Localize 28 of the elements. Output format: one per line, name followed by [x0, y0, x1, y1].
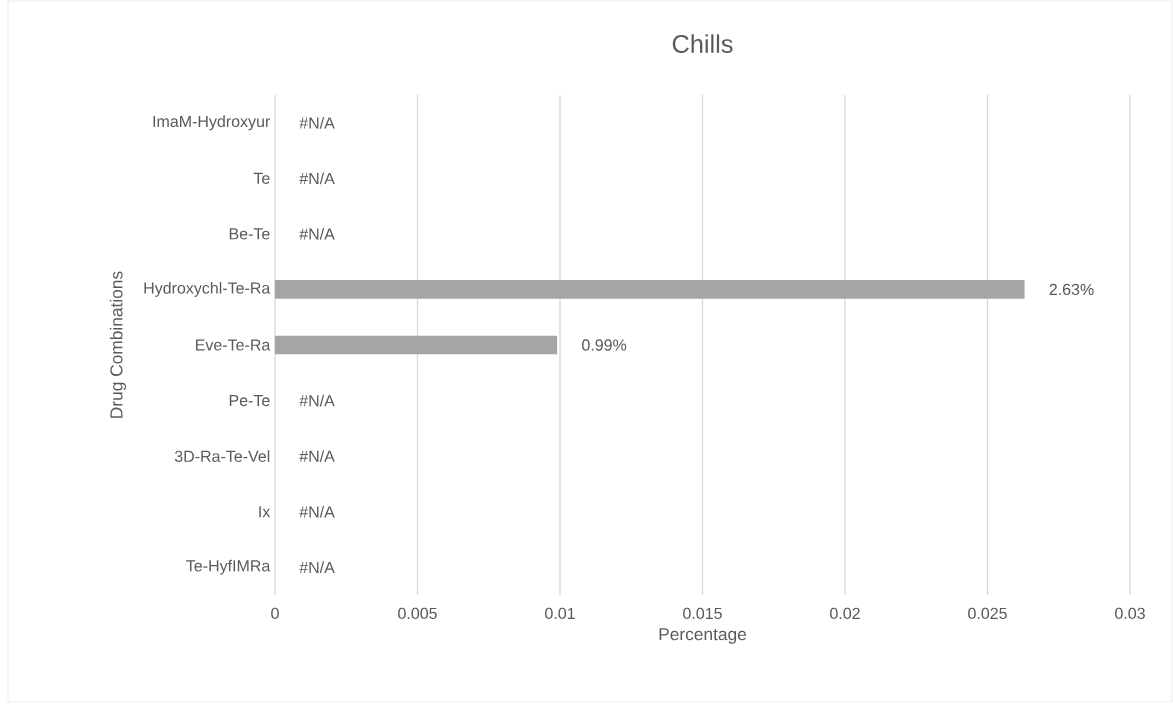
text: #N/A	[299, 172, 335, 185]
x-tick-label: 0.005	[398, 607, 437, 620]
x-tick-label: 0.01	[545, 607, 575, 620]
x-tick-label: 0.015	[683, 607, 722, 620]
text: #N/A	[299, 394, 335, 407]
text: #N/A	[299, 505, 335, 518]
y-tick-label: Te	[253, 172, 270, 184]
text: #N/A	[299, 228, 335, 240]
y-tick-label: Be-Te	[229, 228, 270, 240]
data-label: 2.63%	[1049, 283, 1094, 296]
x-tick-label: 0.02	[830, 607, 860, 620]
chart-title: Chills	[672, 34, 733, 53]
text: #N/A	[299, 450, 335, 462]
y-axis-title: Drug Combinations	[109, 271, 126, 418]
x-tick-label: 0	[271, 607, 279, 620]
x-tick-label: 0.025	[968, 607, 1007, 620]
text: #N/A	[299, 116, 335, 129]
y-tick-label: ImaM-Hydroxyur	[153, 115, 271, 131]
x-tick-label: 0.03	[1115, 607, 1145, 620]
y-tick-label: Pe-Te	[229, 394, 270, 407]
x-axis-title: Percentage	[659, 628, 747, 644]
text: #N/A	[299, 561, 335, 574]
y-tick-label: Ix	[259, 506, 271, 518]
data-label: 0.99%	[582, 339, 627, 351]
y-tick-label: Eve-Te-Ra	[196, 339, 271, 351]
y-tick-label: Hydroxychl-Te-Ra	[144, 282, 271, 297]
y-tick-label: 3D-Ra-Te-Vel	[174, 450, 270, 462]
y-tick-label: Te-HyfIMRa	[186, 559, 271, 575]
